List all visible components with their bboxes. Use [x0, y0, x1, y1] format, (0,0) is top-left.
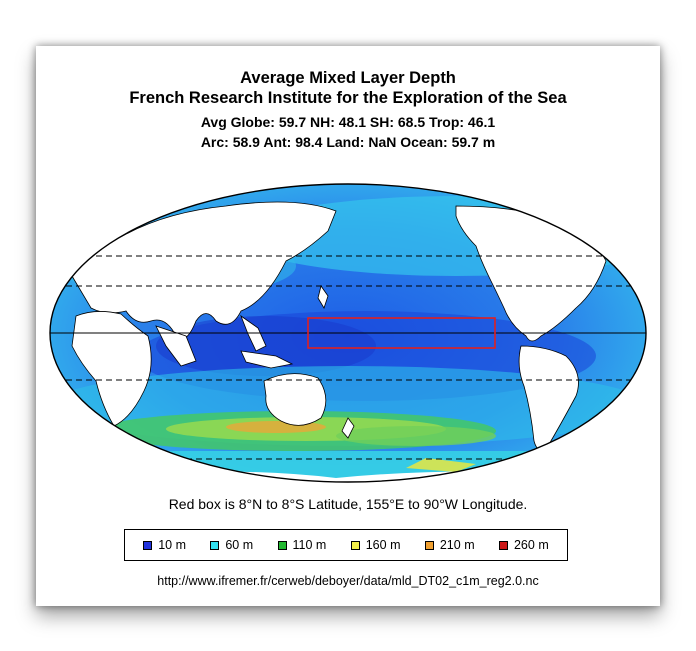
legend-label: 260 m: [513, 538, 549, 552]
legend-swatch: [498, 540, 508, 550]
legend-label: 60 m: [225, 538, 254, 552]
legend-swatch: [277, 540, 287, 550]
stats-line-1: Avg Globe: 59.7 NH: 48.1 SH: 68.5 Trop: …: [200, 114, 496, 130]
region-note: Red box is 8°N to 8°S Latitude, 155°E to…: [168, 496, 528, 512]
legend-label: 110 m: [292, 538, 327, 552]
legend-item-10m: 10 m: [143, 538, 186, 552]
title: Average Mixed Layer Depth: [240, 69, 456, 87]
legend-label: 210 m: [439, 538, 475, 552]
legend-swatch: [350, 540, 360, 550]
title-block: Average Mixed Layer Depth French Researc…: [36, 68, 660, 152]
legend-label: 10 m: [158, 538, 186, 552]
legend-swatch: [210, 540, 220, 550]
map-outline: [49, 183, 647, 483]
legend-item-210m: 210 m: [424, 538, 475, 552]
figure-card: Average Mixed Layer Depth French Researc…: [36, 46, 660, 606]
land-masses: [71, 201, 627, 451]
legend-item-60m: 60 m: [210, 538, 253, 552]
world-map: [49, 183, 647, 483]
legend-swatch: [424, 540, 434, 550]
region-highlight-box: [307, 317, 496, 349]
legend-item-260m: 260 m: [498, 538, 549, 552]
stats-line-2: Arc: 58.9 Ant: 98.4 Land: NaN Ocean: 59.…: [200, 134, 496, 150]
legend-swatch: [143, 540, 153, 550]
ocean-field: [50, 184, 646, 482]
subtitle: French Research Institute for the Explor…: [129, 89, 567, 107]
legend-item-110m: 110 m: [277, 538, 327, 552]
legend-label: 160 m: [365, 538, 401, 552]
legend: 10 m 60 m 110 m 160 m 210 m 260 m: [124, 529, 568, 561]
source-url: http://www.ifremer.fr/cerweb/deboyer/dat…: [157, 574, 539, 588]
legend-item-160m: 160 m: [350, 538, 401, 552]
